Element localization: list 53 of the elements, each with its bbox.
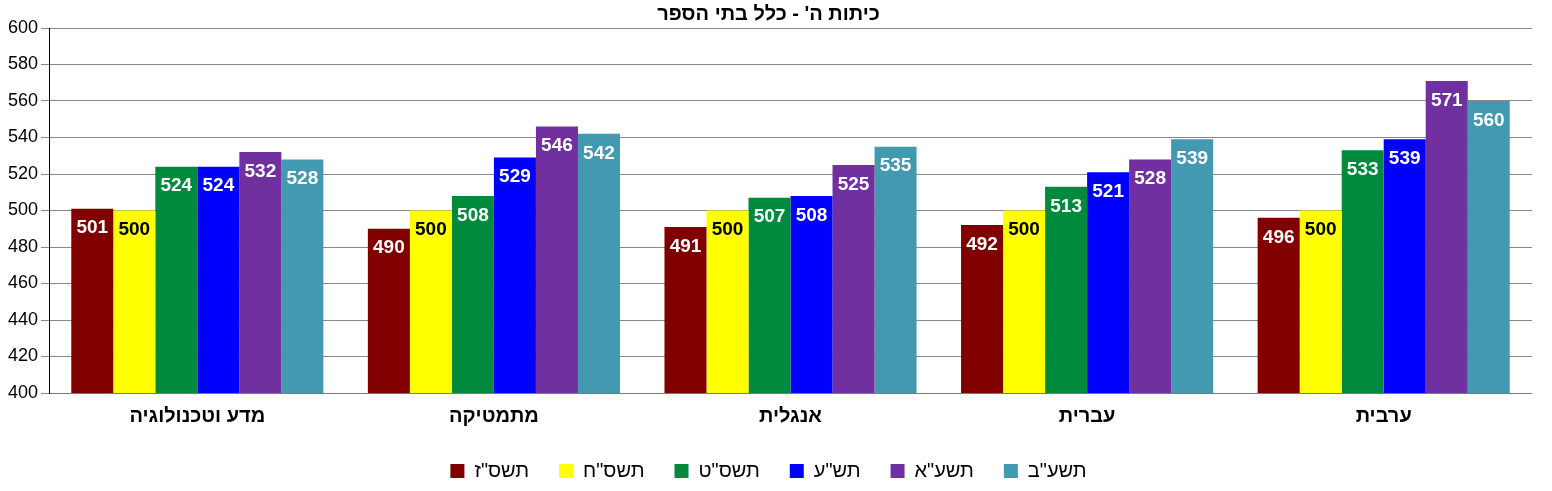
y-tick-label: 600 (7, 16, 39, 37)
data-label: 539 (1388, 147, 1421, 169)
data-label: 521 (1092, 179, 1125, 201)
legend-label: תשס"ט (698, 458, 760, 481)
legend-label: תשע"ב (1027, 458, 1087, 481)
x-tick-label: אנגלית (759, 403, 823, 426)
y-tick-label: 540 (7, 126, 39, 147)
x-tick-label: מתמטיקה (449, 403, 539, 426)
y-tick-label: 460 (7, 272, 39, 293)
y-tick-label: 440 (7, 308, 39, 329)
x-tick-label: מדע וטכנולוגיה (129, 403, 266, 426)
data-label: 533 (1346, 158, 1379, 180)
legend-label: תשע"א (914, 458, 974, 481)
legend-label: תשס"ח (583, 458, 645, 481)
data-label: 500 (118, 218, 151, 240)
x-tick-label: ערבית (1355, 403, 1412, 426)
y-tick-label: 420 (7, 345, 39, 366)
data-label: 508 (457, 203, 489, 225)
y-tick-label: 520 (7, 162, 39, 183)
data-label: 542 (583, 141, 615, 163)
data-label: 535 (879, 154, 912, 176)
data-label: 528 (286, 167, 319, 189)
data-label: 528 (1134, 167, 1166, 189)
data-label: 532 (244, 159, 277, 181)
data-label: 513 (1050, 194, 1082, 216)
legend-label: תש"ע (813, 458, 861, 481)
data-label: 508 (795, 203, 828, 225)
y-tick-label: 560 (7, 89, 39, 110)
data-label: 491 (669, 234, 702, 256)
data-label: 500 (1008, 218, 1040, 240)
data-label: 500 (711, 218, 744, 240)
y-tick-label: 500 (7, 199, 39, 220)
data-label: 525 (837, 172, 870, 194)
data-label: 496 (1262, 225, 1295, 247)
x-tick-label: עברית (1058, 403, 1116, 426)
data-label: 490 (373, 236, 405, 258)
chart-title: כיתות ה' - כלל בתי הספר (657, 1, 880, 24)
data-label: 492 (966, 232, 998, 254)
data-label: 560 (1472, 108, 1505, 130)
data-label: 529 (499, 165, 531, 187)
data-label: 500 (1304, 218, 1337, 240)
data-label: 500 (415, 218, 447, 240)
y-tick-label: 480 (7, 235, 39, 256)
data-label: 507 (753, 205, 786, 227)
data-label: 571 (1430, 88, 1464, 110)
data-label: 524 (202, 174, 235, 196)
y-tick-label: 580 (7, 53, 39, 74)
data-label: 539 (1176, 147, 1208, 169)
legend-label: תשס"ז (474, 458, 530, 481)
data-label: 501 (76, 216, 109, 238)
data-label: 524 (160, 174, 193, 196)
data-label: 546 (541, 134, 573, 156)
y-tick-label: 400 (7, 381, 39, 402)
